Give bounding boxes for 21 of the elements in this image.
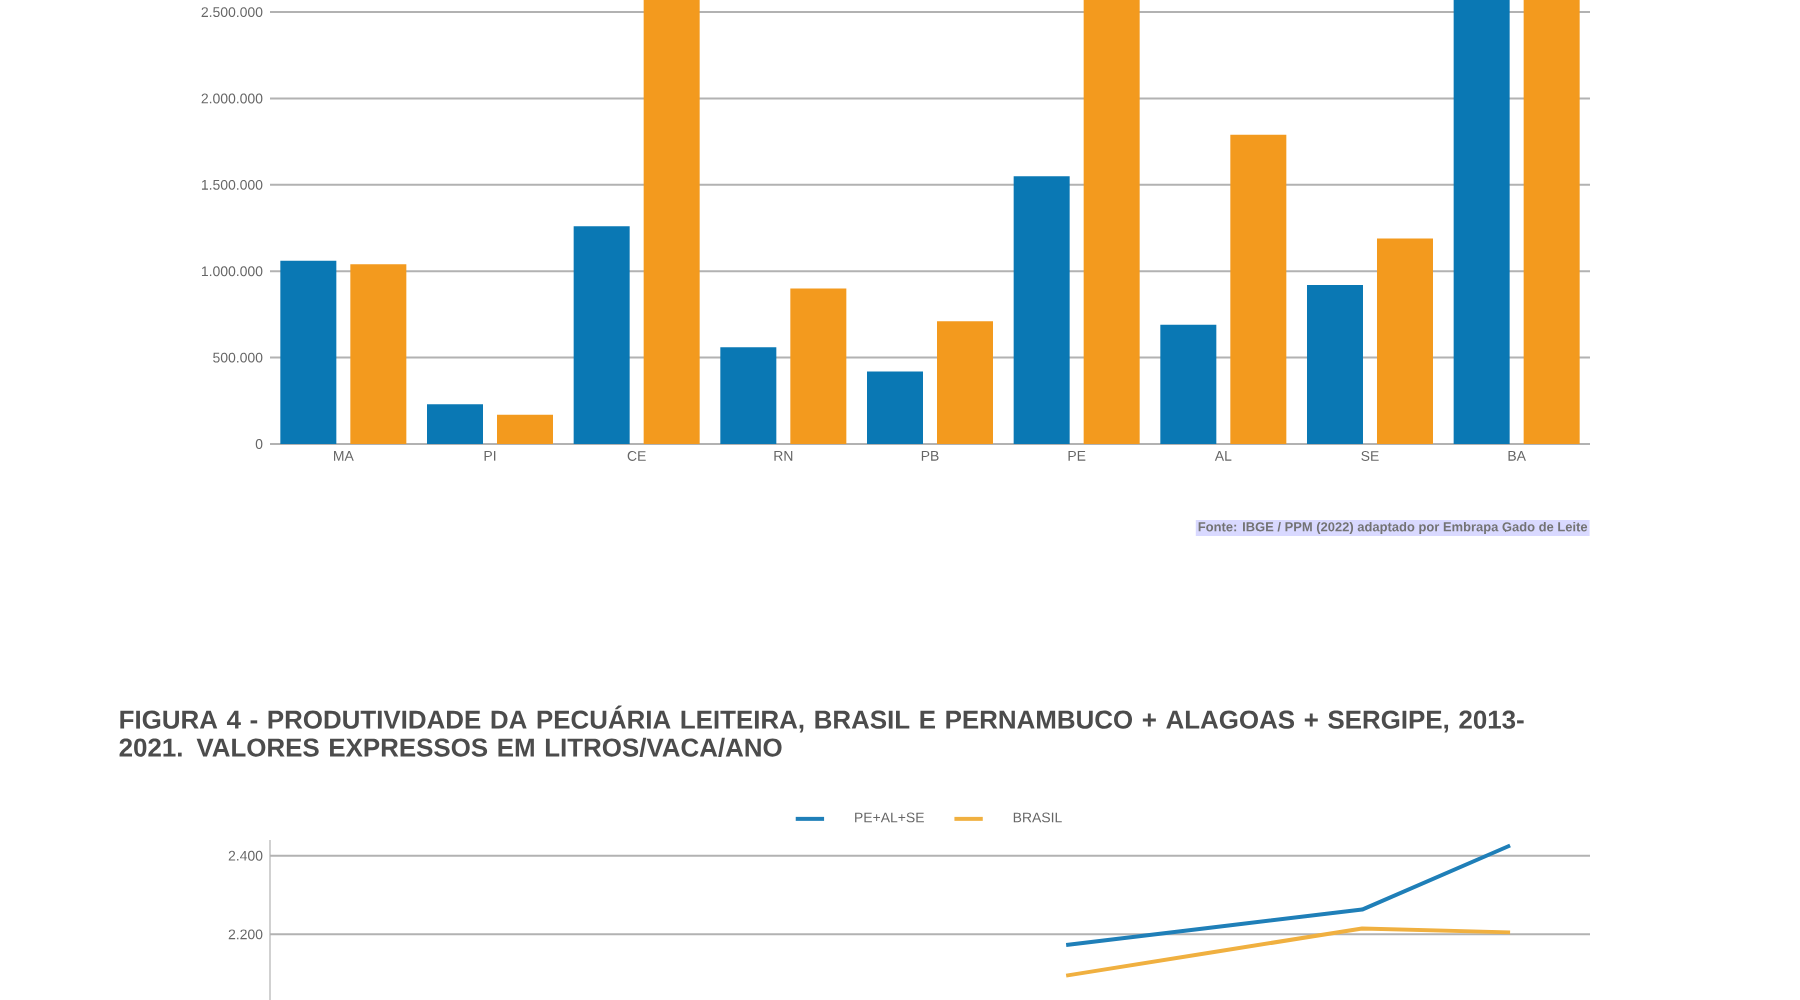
bar [1523, 0, 1580, 444]
bar [573, 226, 630, 444]
bar [790, 288, 847, 444]
bar [280, 260, 337, 444]
bar [1083, 0, 1140, 444]
line-series [1064, 926, 1513, 978]
bar [867, 371, 923, 444]
bar [1230, 134, 1287, 444]
bar [1306, 285, 1363, 444]
bar [497, 414, 553, 444]
line-series [1064, 843, 1513, 947]
bar [1013, 176, 1070, 444]
bar [643, 0, 700, 444]
bar [1453, 0, 1510, 444]
bar [350, 264, 407, 444]
bar [427, 404, 483, 444]
bar [937, 321, 993, 444]
chart-title: FIGURA 4 - PRODUTIVIDADE DA PECUÁRIA LEITEIRA, BRASIL E PERNAMBUCO + ALAGOAS + SERGIPE, 2013-2021. VALORES EXPRESSOS EM LITROS/VACA/ANO [119, 705, 1524, 758]
bar [1376, 238, 1433, 444]
bar [1160, 324, 1217, 444]
bar [720, 347, 777, 444]
